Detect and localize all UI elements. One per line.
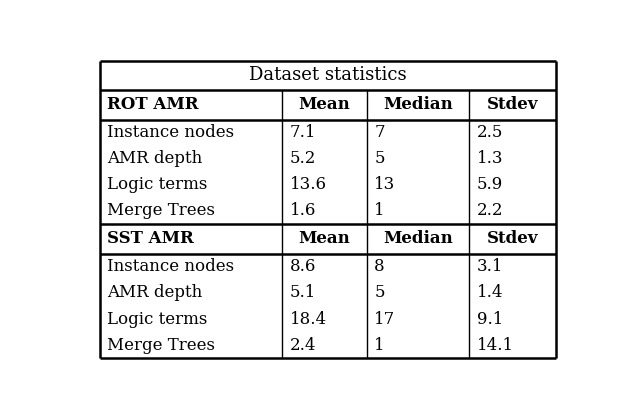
Text: 1.3: 1.3 [477, 150, 504, 167]
Text: 8.6: 8.6 [290, 259, 316, 276]
Text: 1.6: 1.6 [290, 203, 316, 220]
Text: 18.4: 18.4 [290, 310, 327, 327]
Text: ROT AMR: ROT AMR [108, 96, 199, 113]
Text: Instance nodes: Instance nodes [108, 124, 234, 141]
Text: SST AMR: SST AMR [108, 230, 194, 247]
Text: Mean: Mean [299, 96, 351, 113]
Text: 13.6: 13.6 [290, 176, 327, 193]
Text: Median: Median [383, 230, 453, 247]
Text: AMR depth: AMR depth [108, 150, 202, 167]
Text: 7.1: 7.1 [290, 124, 316, 141]
Text: 5.1: 5.1 [290, 285, 316, 301]
Text: 14.1: 14.1 [477, 337, 514, 354]
Text: Dataset statistics: Dataset statistics [249, 66, 407, 84]
Text: 3.1: 3.1 [477, 259, 504, 276]
Text: AMR depth: AMR depth [108, 285, 202, 301]
Text: Median: Median [383, 96, 453, 113]
Text: 5.9: 5.9 [477, 176, 503, 193]
Text: 1.4: 1.4 [477, 285, 504, 301]
Text: Merge Trees: Merge Trees [108, 337, 215, 354]
Text: Merge Trees: Merge Trees [108, 203, 215, 220]
Text: 13: 13 [374, 176, 396, 193]
Text: 1: 1 [374, 337, 385, 354]
Text: 2.5: 2.5 [477, 124, 503, 141]
Text: 8: 8 [374, 259, 385, 276]
Text: Logic terms: Logic terms [108, 176, 207, 193]
Text: 17: 17 [374, 310, 396, 327]
Text: Mean: Mean [299, 230, 351, 247]
Text: 2.2: 2.2 [477, 203, 504, 220]
Text: Logic terms: Logic terms [108, 310, 207, 327]
Text: 5: 5 [374, 150, 385, 167]
Text: Stdev: Stdev [487, 230, 538, 247]
Text: Stdev: Stdev [487, 96, 538, 113]
Text: Instance nodes: Instance nodes [108, 259, 234, 276]
Text: 2.4: 2.4 [290, 337, 316, 354]
Text: 1: 1 [374, 203, 385, 220]
Text: 5.2: 5.2 [290, 150, 316, 167]
Text: 9.1: 9.1 [477, 310, 503, 327]
Text: 5: 5 [374, 285, 385, 301]
Text: 7: 7 [374, 124, 385, 141]
